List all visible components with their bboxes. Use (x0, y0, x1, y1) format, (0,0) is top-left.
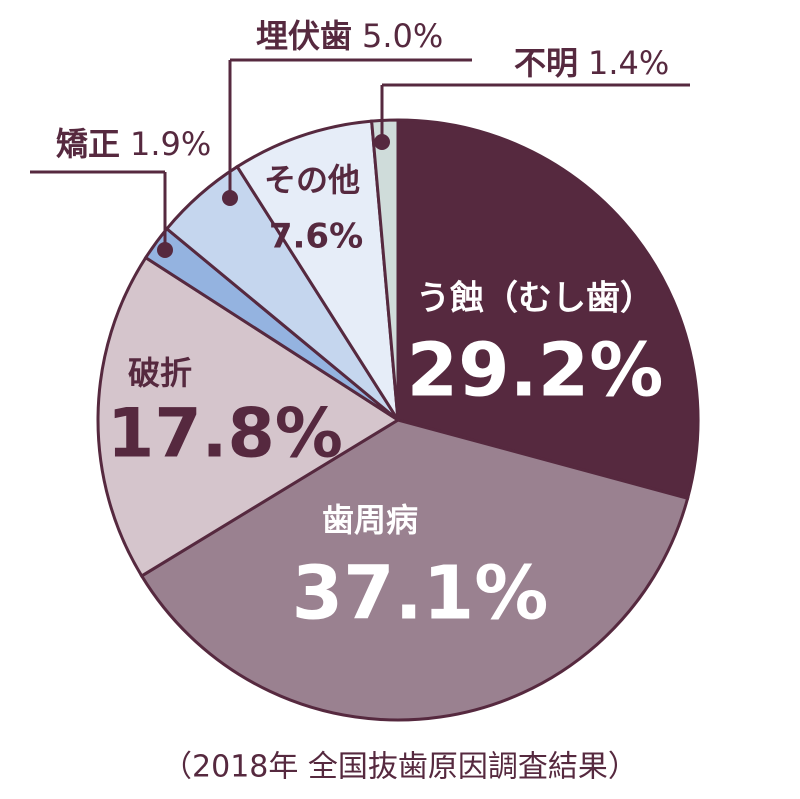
slice-label: 埋伏歯 (256, 17, 352, 55)
slice-label: 矯正 (56, 125, 120, 163)
leader-dot (374, 134, 390, 150)
pie-slice (235, 119, 400, 421)
pie-slice (396, 118, 700, 501)
slice-label: う蝕（むし歯） (416, 279, 654, 319)
slice-value-label: 37.1% (292, 551, 549, 637)
slice-value-label: 5.0% (362, 17, 443, 55)
slice-label: 不明 (514, 44, 578, 82)
slice-label: 歯周病 (322, 501, 418, 539)
slice-value-label: 7.6% (269, 217, 363, 257)
slice-value-label: 29.2% (407, 328, 664, 414)
slice-value-label: 1.9% (130, 125, 211, 163)
pie-slice (139, 418, 690, 722)
chart-caption: （2018年 全国抜歯原因調査結果） (162, 750, 638, 785)
slice-label: その他 (264, 161, 360, 199)
leader-dot (222, 190, 238, 206)
slice-value-label: 17.8% (107, 395, 343, 474)
leader-dot (157, 242, 173, 258)
pie-slice (96, 255, 401, 579)
slice-label: 破折 (128, 354, 192, 392)
slice-value-label: 1.4% (588, 44, 669, 82)
pie-slice (370, 118, 400, 421)
